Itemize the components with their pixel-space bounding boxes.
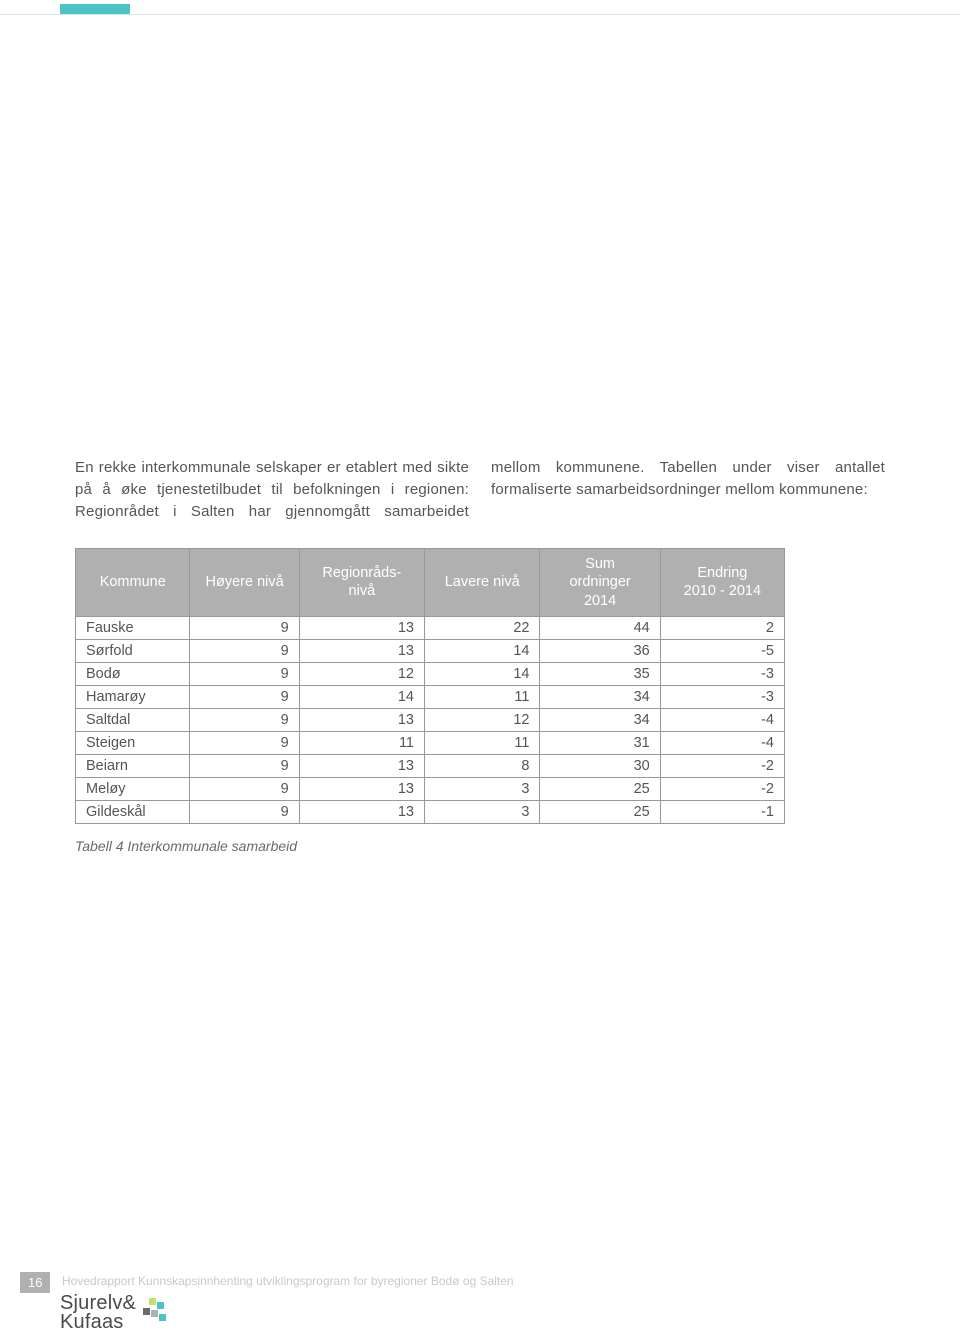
table-cell-value: 9: [190, 685, 299, 708]
table-row: Gildeskål913325-1: [76, 800, 785, 823]
table-cell-value: -3: [660, 685, 784, 708]
table-cell-value: 13: [299, 777, 424, 800]
table-cell-name: Hamarøy: [76, 685, 190, 708]
logo-ampersand: &: [123, 1292, 137, 1314]
table-cell-value: 31: [540, 731, 660, 754]
table-cell-value: 13: [299, 754, 424, 777]
table-cell-value: 11: [299, 731, 424, 754]
table-cell-value: 14: [425, 639, 540, 662]
table-cell-value: 25: [540, 800, 660, 823]
table-cell-value: 9: [190, 639, 299, 662]
table-cell-name: Bodø: [76, 662, 190, 685]
table-cell-value: 13: [299, 616, 424, 639]
table-row: Fauske91322442: [76, 616, 785, 639]
intro-paragraph: En rekke interkommunale selskaper er eta…: [75, 457, 885, 522]
table-cell-value: -4: [660, 731, 784, 754]
table-cell-value: 30: [540, 754, 660, 777]
table-row: Meløy913325-2: [76, 777, 785, 800]
table-cell-value: 35: [540, 662, 660, 685]
table-header-cell: Kommune: [76, 549, 190, 616]
table-cell-value: 36: [540, 639, 660, 662]
top-rule: [0, 14, 960, 15]
table-cell-name: Meløy: [76, 777, 190, 800]
data-table: KommuneHøyere nivåRegionråds-nivåLavere …: [75, 548, 785, 823]
table-row: Beiarn913830-2: [76, 754, 785, 777]
table-cell-value: 13: [299, 708, 424, 731]
table-cell-value: 9: [190, 800, 299, 823]
table-cell-value: -3: [660, 662, 784, 685]
table-row: Sørfold9131436-5: [76, 639, 785, 662]
table-row: Saltdal9131234-4: [76, 708, 785, 731]
brand-logo-text: Sjurelv& Kufaas: [60, 1294, 136, 1332]
table-cell-value: 34: [540, 685, 660, 708]
main-content: En rekke interkommunale selskaper er eta…: [75, 442, 885, 854]
table-cell-value: -4: [660, 708, 784, 731]
table-cell-value: 8: [425, 754, 540, 777]
table-cell-value: 12: [299, 662, 424, 685]
table-cell-value: 2: [660, 616, 784, 639]
table-cell-value: -2: [660, 754, 784, 777]
logo-dot: [151, 1310, 158, 1317]
table-row: Steigen9111131-4: [76, 731, 785, 754]
page-number-badge: 16: [20, 1272, 50, 1293]
table-cell-value: 9: [190, 662, 299, 685]
top-accent-bar: [60, 4, 130, 14]
table-cell-value: 9: [190, 708, 299, 731]
table-cell-value: 3: [425, 800, 540, 823]
table-row: Hamarøy9141134-3: [76, 685, 785, 708]
table-cell-value: 34: [540, 708, 660, 731]
table-cell-name: Fauske: [76, 616, 190, 639]
table-cell-value: 14: [425, 662, 540, 685]
table-cell-value: 3: [425, 777, 540, 800]
footer-report-title: Hovedrapport Kunnskapsinnhenting utvikli…: [62, 1274, 514, 1288]
table-cell-value: 9: [190, 777, 299, 800]
table-cell-value: 44: [540, 616, 660, 639]
table-cell-value: -2: [660, 777, 784, 800]
table-cell-name: Steigen: [76, 731, 190, 754]
logo-dot: [143, 1308, 150, 1315]
table-cell-value: 12: [425, 708, 540, 731]
table-header-cell: Høyere nivå: [190, 549, 299, 616]
table-row: Bodø9121435-3: [76, 662, 785, 685]
table-cell-value: -5: [660, 639, 784, 662]
table-body: Fauske91322442Sørfold9131436-5Bodø912143…: [76, 616, 785, 823]
table-cell-value: 22: [425, 616, 540, 639]
table-header-cell: Sumordninger2014: [540, 549, 660, 616]
table-cell-value: -1: [660, 800, 784, 823]
logo-dot: [157, 1302, 164, 1309]
table-cell-value: 14: [299, 685, 424, 708]
logo-line2: Kufaas: [60, 1311, 123, 1333]
table-cell-value: 9: [190, 731, 299, 754]
brand-logo: Sjurelv& Kufaas: [60, 1294, 168, 1332]
table-header-cell: Regionråds-nivå: [299, 549, 424, 616]
table-cell-value: 13: [299, 800, 424, 823]
table-cell-value: 11: [425, 685, 540, 708]
table-cell-value: 9: [190, 616, 299, 639]
logo-dot: [159, 1314, 166, 1321]
logo-dot: [149, 1298, 156, 1305]
table-cell-value: 11: [425, 731, 540, 754]
table-cell-name: Gildeskål: [76, 800, 190, 823]
table-cell-value: 25: [540, 777, 660, 800]
table-caption: Tabell 4 Interkommunale samarbeid: [75, 838, 885, 854]
table-cell-name: Saltdal: [76, 708, 190, 731]
brand-logo-dots: [138, 1297, 168, 1323]
table-header: KommuneHøyere nivåRegionråds-nivåLavere …: [76, 549, 785, 616]
table-cell-value: 13: [299, 639, 424, 662]
table-cell-name: Sørfold: [76, 639, 190, 662]
table-cell-name: Beiarn: [76, 754, 190, 777]
table-cell-value: 9: [190, 754, 299, 777]
table-header-cell: Endring2010 - 2014: [660, 549, 784, 616]
table-header-cell: Lavere nivå: [425, 549, 540, 616]
